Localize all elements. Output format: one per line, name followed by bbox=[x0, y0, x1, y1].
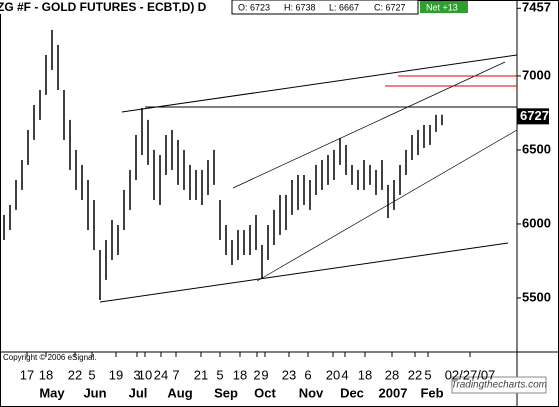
x-tick-label: 22 bbox=[68, 367, 82, 382]
month-label: 2007 bbox=[379, 385, 408, 400]
month-label: Nov bbox=[299, 385, 324, 400]
trend-line bbox=[232, 61, 506, 189]
x-tick-label: 19 bbox=[109, 367, 123, 382]
y-tick-label: 6500 bbox=[522, 141, 551, 156]
low: L: 6667 bbox=[329, 2, 359, 12]
x-tick-label: 6 bbox=[304, 367, 311, 382]
y-tick-label: 6000 bbox=[522, 215, 551, 230]
watermark: Tradingthecharts.com bbox=[451, 380, 547, 391]
month-label: Feb bbox=[420, 385, 443, 400]
copyright: Copyright © 2006 eSignal. bbox=[3, 353, 97, 362]
x-tick-label: 17 bbox=[20, 367, 34, 382]
x-tick-label: 5 bbox=[88, 367, 95, 382]
close: C: 6727 bbox=[374, 2, 406, 12]
y-tick-label: 7457 bbox=[522, 0, 551, 15]
x-tick-label: 3 bbox=[133, 367, 140, 382]
last-price-box bbox=[517, 108, 549, 125]
month-label: Sep bbox=[214, 385, 238, 400]
header-title: ZG #F - GOLD FUTURES - ECBT,D) D bbox=[0, 0, 207, 14]
high: H: 6738 bbox=[284, 2, 316, 12]
trend-line bbox=[256, 129, 518, 282]
y-tick-label: 7000 bbox=[522, 67, 551, 82]
x-tick-label: 28 bbox=[385, 367, 399, 382]
x-tick-label: 10 bbox=[138, 367, 152, 382]
x-tick-label: 18 bbox=[39, 367, 53, 382]
x-tick-label: 20 bbox=[326, 367, 340, 382]
x-tick-label: 24 bbox=[154, 367, 168, 382]
x-tick-label: 18 bbox=[233, 367, 247, 382]
x-tick-label: 23 bbox=[282, 367, 296, 382]
x-tick-label: 4 bbox=[341, 367, 348, 382]
x-tick-label: 21 bbox=[194, 367, 208, 382]
x-tick-label: 5 bbox=[216, 367, 223, 382]
trend-lines bbox=[99, 54, 518, 303]
last-price: 6727 bbox=[520, 108, 549, 123]
net: Net +13 bbox=[426, 2, 458, 12]
x-tick-label: 9 bbox=[261, 367, 268, 382]
x-tick-label: 2 bbox=[253, 367, 260, 382]
month-label: Aug bbox=[167, 385, 192, 400]
x-tick-label: 22 bbox=[408, 367, 422, 382]
x-tick-label: 18 bbox=[358, 367, 372, 382]
x-tick-label: 7 bbox=[172, 367, 179, 382]
watermark-box bbox=[451, 376, 547, 394]
trend-line bbox=[121, 54, 518, 113]
net-box bbox=[420, 1, 468, 13]
x-tick-label: 02/27/07 bbox=[445, 367, 496, 382]
month-label: Jul bbox=[129, 385, 148, 400]
open: O: 6723 bbox=[238, 2, 270, 12]
ohlc-box bbox=[231, 0, 419, 15]
month-label: May bbox=[39, 385, 65, 400]
month-label: Oct bbox=[254, 385, 276, 400]
header-bg bbox=[0, 0, 240, 14]
month-label: Jun bbox=[83, 385, 106, 400]
x-tick-label: 5 bbox=[424, 367, 431, 382]
month-label: Dec bbox=[340, 385, 364, 400]
y-tick-label: 5500 bbox=[522, 289, 551, 304]
trend-line bbox=[99, 242, 509, 303]
